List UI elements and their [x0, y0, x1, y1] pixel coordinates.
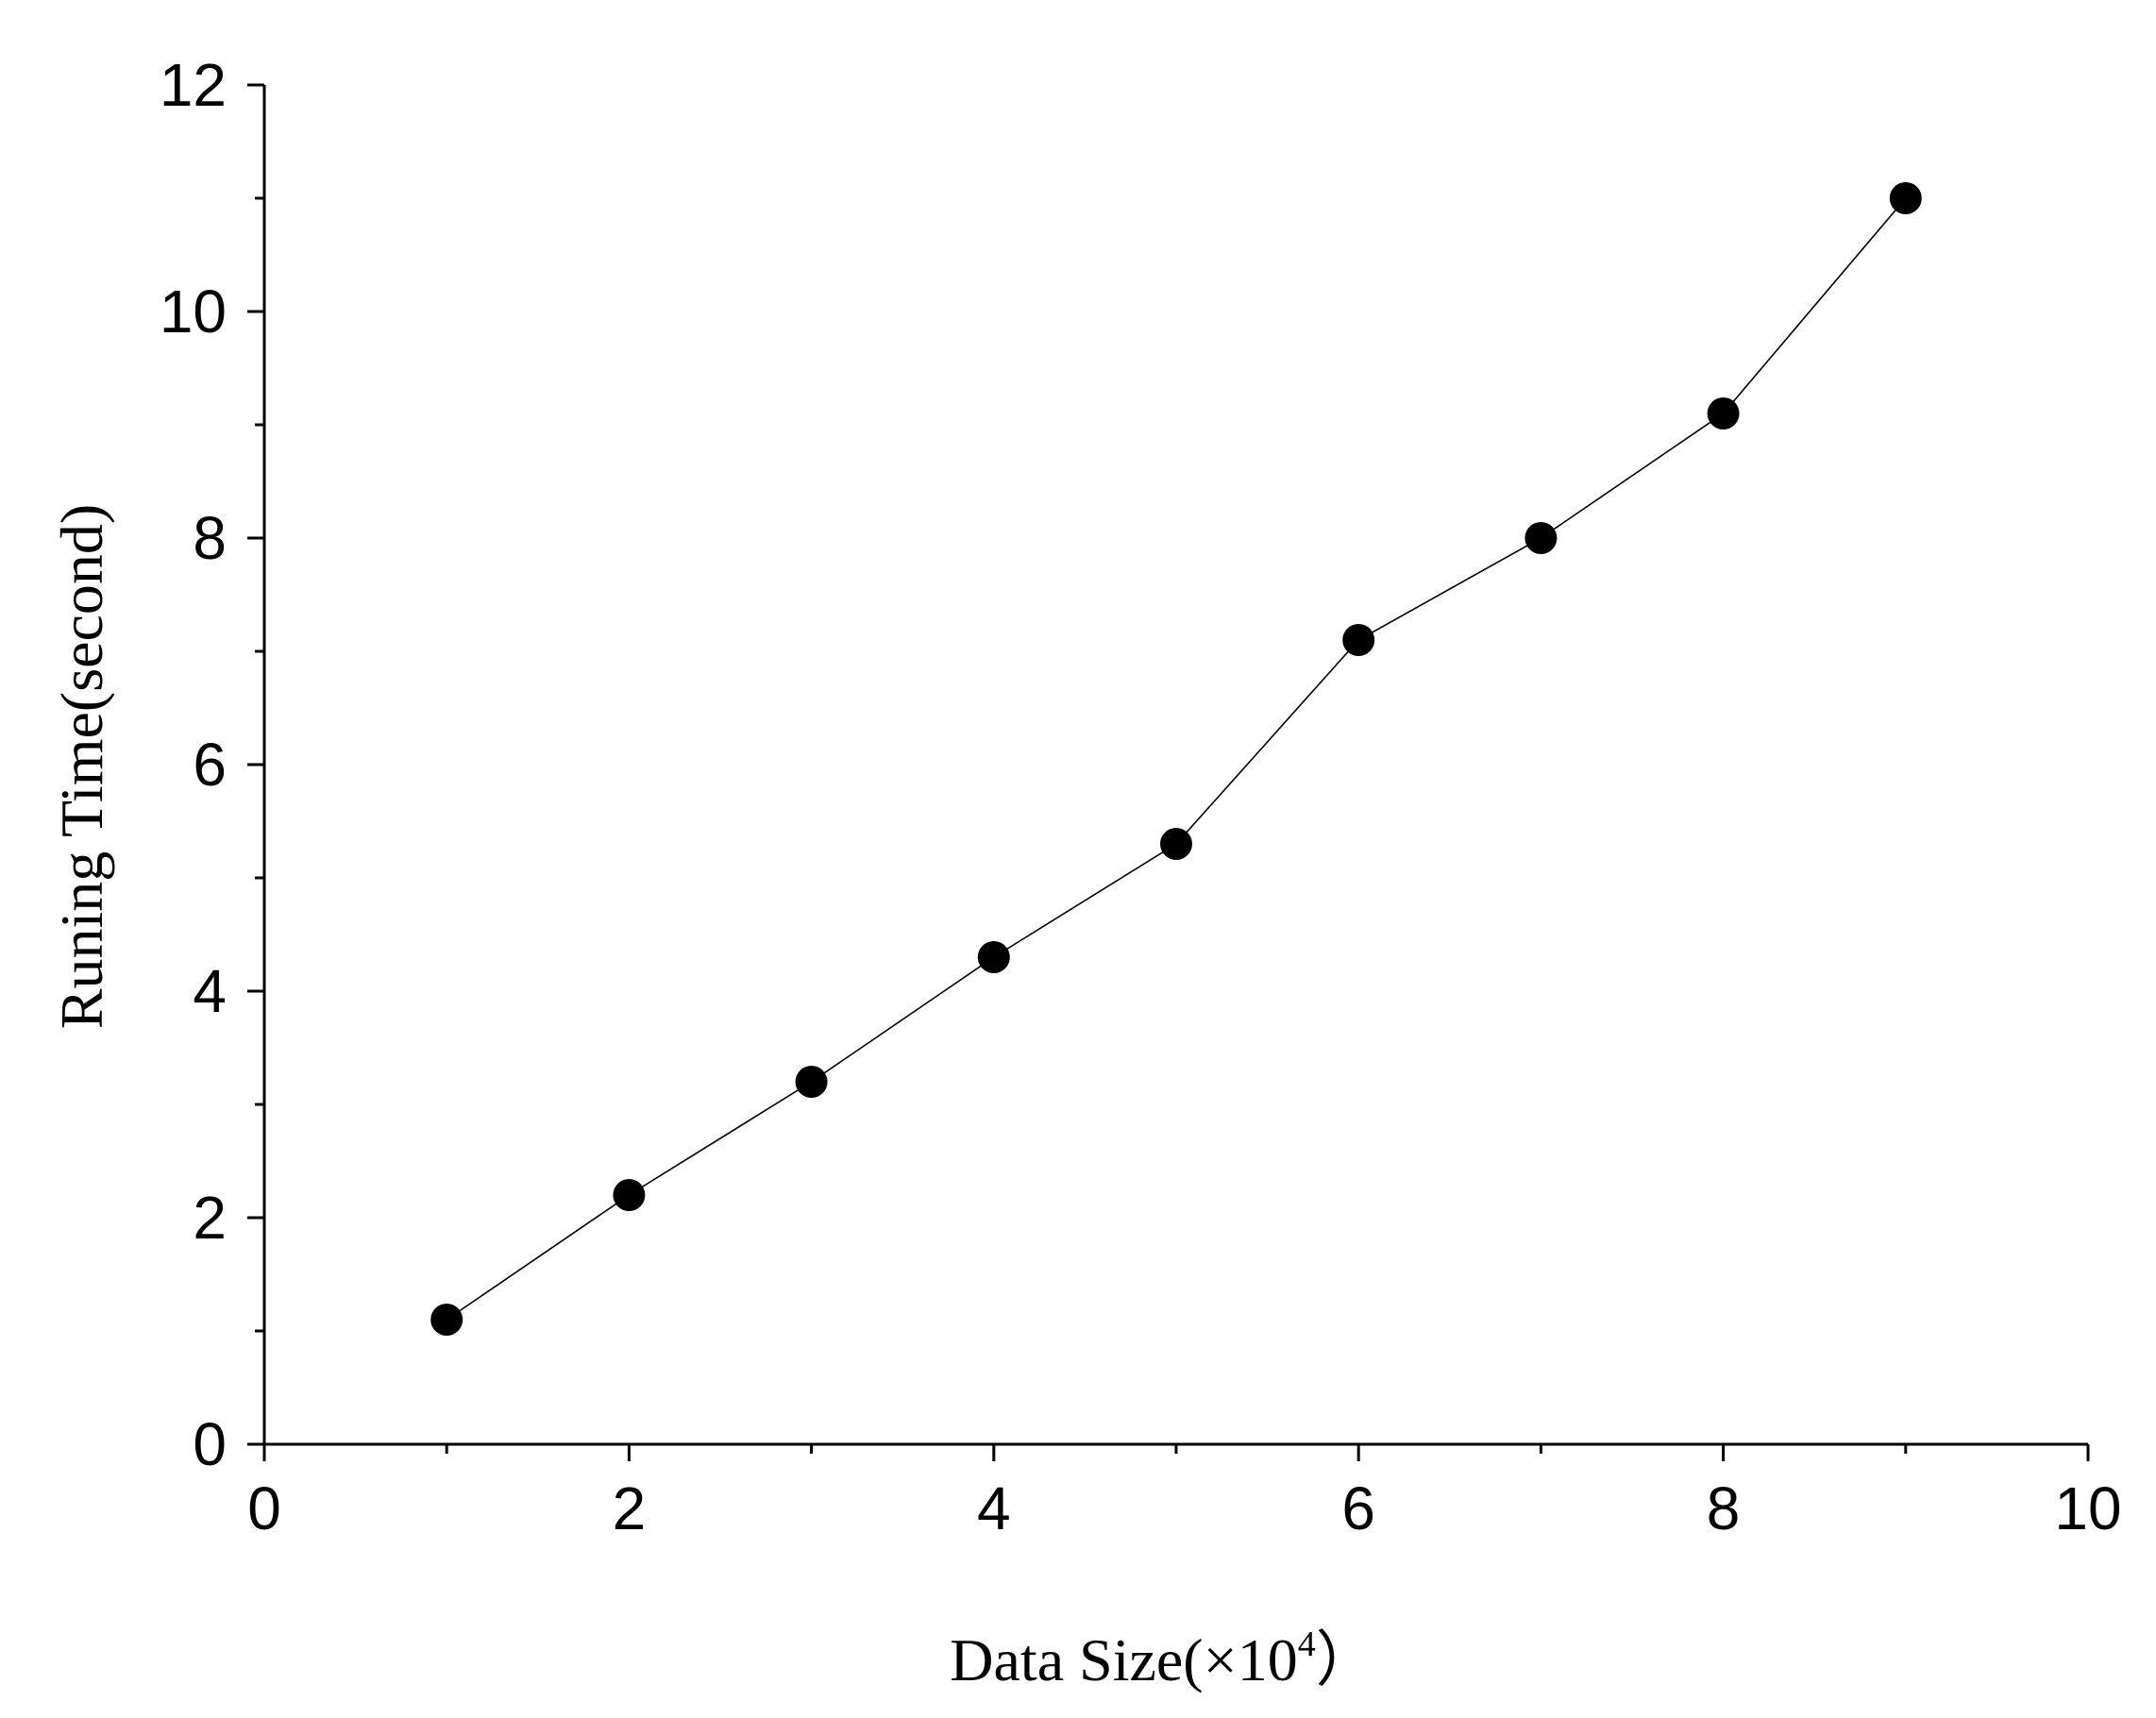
ticks — [247, 83, 2090, 1461]
data-point — [1160, 828, 1192, 860]
x-axis-title-superscript: 4 — [1298, 1625, 1316, 1664]
x-axis-title-end: ） — [1316, 1626, 1376, 1693]
data-point — [1342, 624, 1375, 656]
y-tick-label: 12 — [160, 51, 227, 119]
y-tick-label: 0 — [193, 1410, 227, 1478]
x-tick-label: 10 — [2054, 1474, 2121, 1542]
x-tick-label: 0 — [247, 1474, 281, 1542]
y-axis-title: Runing Time(second) — [48, 504, 115, 1029]
x-tick-label: 8 — [1707, 1474, 1741, 1542]
data-point — [613, 1179, 646, 1211]
data-point — [1524, 522, 1558, 554]
y-tick-label: 4 — [193, 957, 227, 1025]
x-tick-label: 4 — [977, 1474, 1011, 1542]
tick-labels: 0 2 4 6 8 10 0 2 4 6 8 10 12 — [160, 51, 2122, 1542]
x-axis-title-main: Data Size(×10 — [950, 1626, 1297, 1693]
data-point — [795, 1066, 828, 1098]
x-tick-label: 2 — [613, 1474, 647, 1542]
data-point — [1889, 182, 1922, 214]
x-axis-title: Data Size(×104） — [950, 1625, 1375, 1693]
y-tick-label: 10 — [160, 278, 227, 345]
data-point — [430, 1304, 463, 1336]
data-point — [977, 941, 1010, 973]
y-tick-label: 6 — [193, 731, 227, 799]
series-line — [446, 197, 1907, 1321]
data-point — [1707, 397, 1740, 430]
series — [430, 182, 1922, 1336]
axes — [262, 85, 2088, 1446]
x-tick-label: 6 — [1341, 1474, 1375, 1542]
y-tick-label: 2 — [193, 1184, 227, 1252]
y-tick-label: 8 — [193, 504, 227, 572]
